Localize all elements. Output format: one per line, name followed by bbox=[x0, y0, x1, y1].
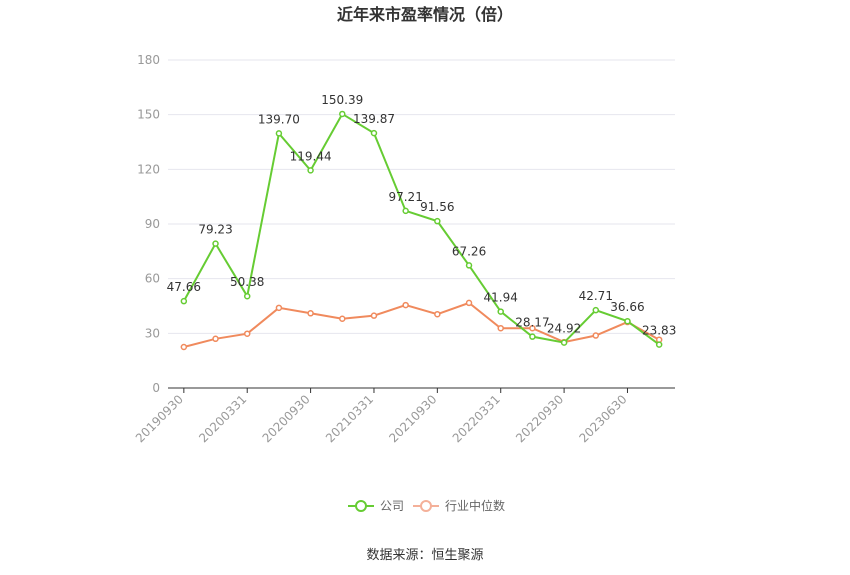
x-tick-label: 20200331 bbox=[196, 392, 249, 445]
data-label: 23.83 bbox=[642, 324, 676, 338]
legend-marker-industry bbox=[420, 500, 432, 512]
data-point[interactable] bbox=[655, 341, 663, 348]
data-label: 41.94 bbox=[484, 291, 518, 305]
x-tick-label: 20190930 bbox=[133, 392, 186, 445]
y-tick-label: 180 bbox=[137, 53, 160, 67]
data-label: 119.44 bbox=[290, 149, 332, 163]
data-label: 24.92 bbox=[547, 322, 581, 336]
data-point[interactable] bbox=[592, 332, 600, 339]
data-point[interactable] bbox=[243, 330, 251, 337]
y-axis: 0 30 60 90 120 150 180 bbox=[137, 53, 160, 395]
data-label: 139.87 bbox=[353, 112, 395, 126]
data-point[interactable] bbox=[434, 217, 441, 225]
data-point[interactable] bbox=[275, 304, 283, 312]
data-point[interactable] bbox=[307, 310, 314, 317]
data-point[interactable] bbox=[212, 240, 219, 247]
y-tick-label: 90 bbox=[145, 217, 160, 231]
legend-item-industry[interactable]: 行业中位数 bbox=[413, 498, 505, 513]
data-point[interactable] bbox=[370, 312, 378, 319]
data-point[interactable] bbox=[402, 301, 409, 309]
y-tick-label: 0 bbox=[152, 381, 160, 395]
x-tick-label: 20210331 bbox=[323, 392, 376, 445]
x-tick-label: 20200930 bbox=[260, 392, 313, 445]
data-point[interactable] bbox=[243, 292, 251, 300]
data-label: 42.71 bbox=[579, 289, 613, 303]
series-line-1 bbox=[183, 301, 660, 348]
y-tick-label: 120 bbox=[137, 162, 160, 176]
data-label: 36.66 bbox=[610, 300, 644, 314]
data-point[interactable] bbox=[434, 310, 441, 318]
legend-label-company: 公司 bbox=[380, 499, 404, 513]
x-tick-label: 20230630 bbox=[577, 392, 630, 445]
data-label: 91.56 bbox=[420, 200, 454, 214]
data-point[interactable] bbox=[465, 262, 473, 269]
data-point[interactable] bbox=[212, 335, 219, 343]
data-labels: 47.66 79.23 50.38 139.70 119.44 150.39 139.87 9… bbox=[167, 93, 677, 338]
grid bbox=[168, 59, 675, 334]
y-tick-label: 150 bbox=[137, 108, 160, 122]
legend: 公司 行业中位数 bbox=[348, 498, 505, 513]
data-point[interactable] bbox=[339, 315, 346, 323]
data-point[interactable] bbox=[307, 167, 314, 174]
data-label: 28.17 bbox=[515, 316, 549, 330]
data-point[interactable] bbox=[370, 129, 378, 137]
x-tick-label: 20220930 bbox=[513, 392, 566, 445]
data-point[interactable] bbox=[275, 130, 283, 137]
data-label: 50.38 bbox=[230, 275, 264, 289]
data-point[interactable] bbox=[497, 324, 504, 332]
y-tick-label: 60 bbox=[145, 272, 160, 286]
data-label: 67.26 bbox=[452, 244, 486, 258]
data-label: 139.70 bbox=[258, 112, 300, 126]
data-point[interactable] bbox=[592, 306, 600, 314]
legend-label-industry: 行业中位数 bbox=[445, 498, 505, 513]
data-point[interactable] bbox=[529, 333, 536, 340]
data-point[interactable] bbox=[339, 110, 346, 118]
data-label: 97.21 bbox=[388, 190, 422, 204]
data-point[interactable] bbox=[465, 299, 473, 307]
data-source: 数据来源：恒生聚源 bbox=[366, 548, 483, 563]
x-tick-label: 20210930 bbox=[386, 392, 439, 445]
data-point[interactable] bbox=[180, 343, 188, 351]
data-label: 150.39 bbox=[321, 93, 363, 107]
data-point[interactable] bbox=[497, 308, 504, 315]
data-point[interactable] bbox=[529, 324, 536, 332]
data-point[interactable] bbox=[402, 207, 409, 215]
data-label: 79.23 bbox=[198, 223, 232, 237]
series-line-0 bbox=[182, 112, 660, 346]
x-axis: 20190930 20200331 20200930 20210331 20210930… bbox=[133, 388, 630, 445]
data-label: 47.66 bbox=[167, 280, 201, 294]
data-point[interactable] bbox=[560, 339, 568, 346]
chart-title: 近年来市盈率情况（倍） bbox=[337, 5, 513, 24]
data-point[interactable] bbox=[180, 297, 188, 305]
y-tick-label: 30 bbox=[145, 326, 160, 340]
data-point[interactable] bbox=[624, 317, 631, 325]
legend-item-company[interactable]: 公司 bbox=[348, 499, 404, 513]
legend-marker-company bbox=[355, 500, 367, 512]
x-tick-label: 20220331 bbox=[450, 392, 503, 445]
series-layer bbox=[180, 110, 663, 351]
